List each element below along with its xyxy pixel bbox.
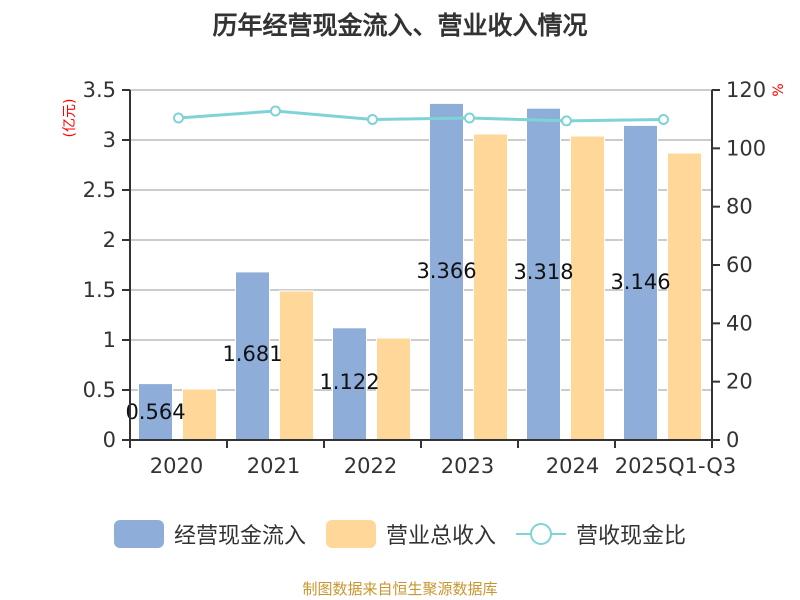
legend-label-revenue: 营业总收入 (385, 524, 496, 549)
legend-item-cash-inflow[interactable]: 经营现金流入 (113, 518, 306, 550)
right-axis-tick-label: 80 (726, 195, 753, 219)
right-axis-tick-label: 100 (726, 136, 766, 160)
left-axis-tick-label: 0 (103, 428, 116, 452)
right-axis-tick-label: 60 (726, 253, 753, 277)
x-axis-label: 2021 (247, 454, 300, 478)
bar-revenue[interactable] (473, 133, 508, 441)
chart-title: 历年经营现金流入、营业收入情况 (212, 11, 588, 40)
line-point-ratio[interactable] (173, 112, 184, 124)
bar-data-label: 0.564 (125, 400, 185, 424)
legend-line-marker-icon (516, 520, 566, 548)
legend: 经营现金流入 营业总收入 营收现金比 (0, 518, 800, 550)
legend-item-revenue[interactable]: 营业总收入 (325, 518, 496, 550)
bar-data-label: 1.122 (319, 370, 379, 394)
right-axis-unit: % (771, 83, 787, 96)
left-axis-tick-label: 1.5 (83, 278, 116, 302)
bar-cash-inflow[interactable] (429, 102, 464, 441)
bar-cash-inflow[interactable] (332, 327, 367, 441)
x-axis-label: 2025Q1-Q3 (615, 454, 737, 478)
bar-revenue[interactable] (182, 388, 217, 441)
x-axis-label: 2022 (344, 454, 397, 478)
left-axis-tick-label: 3 (103, 128, 116, 152)
line-point-ratio[interactable] (658, 113, 669, 125)
bar-data-label: 3.146 (610, 270, 670, 294)
line-point-ratio[interactable] (561, 115, 572, 127)
left-axis-tick-label: 0.5 (83, 378, 116, 402)
legend-swatch-revenue (325, 520, 376, 548)
left-axis-unit: (亿元) (62, 99, 78, 138)
left-axis-tick-label: 2.5 (83, 178, 116, 202)
x-axis-label: 2024 (546, 454, 599, 478)
right-axis-tick-label: 0 (726, 428, 739, 452)
line-point-ratio[interactable] (270, 105, 281, 117)
bar-cash-inflow[interactable] (623, 124, 658, 441)
line-point-ratio[interactable] (464, 112, 475, 124)
left-axis-tick-label: 2 (103, 228, 116, 252)
bar-data-label: 1.681 (222, 342, 282, 366)
bar-revenue[interactable] (570, 135, 605, 441)
right-axis-tick-label: 40 (726, 311, 753, 335)
legend-label-cash-inflow: 经营现金流入 (173, 524, 306, 549)
bar-revenue[interactable] (279, 290, 314, 441)
bar-data-label: 3.366 (416, 259, 476, 283)
legend-label-ratio: 营收现金比 (576, 524, 687, 549)
bar-cash-inflow[interactable] (138, 383, 173, 441)
left-axis-tick-label: 3.5 (83, 78, 116, 102)
bar-revenue[interactable] (376, 337, 411, 441)
x-axis-label: 2023 (441, 454, 494, 478)
bar-revenue[interactable] (667, 152, 702, 441)
bar-data-label: 3.318 (513, 260, 573, 284)
right-axis-tick-label: 120 (726, 78, 766, 102)
line-point-ratio[interactable] (367, 113, 378, 125)
bar-cash-inflow[interactable] (235, 271, 270, 441)
right-axis-tick-label: 20 (726, 370, 753, 394)
data-source-note: 制图数据来自恒生聚源数据库 (302, 580, 498, 598)
legend-swatch-cash-inflow (113, 520, 164, 548)
left-axis-tick-label: 1 (103, 328, 116, 352)
legend-item-ratio[interactable]: 营收现金比 (516, 518, 686, 550)
line-ratio (178, 109, 664, 123)
x-axis-label: 2020 (150, 454, 203, 478)
